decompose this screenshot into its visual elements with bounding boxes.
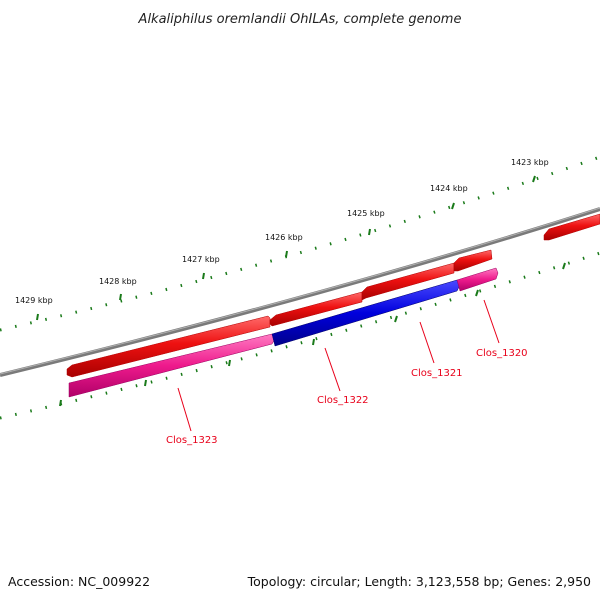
tick-label-1426: 1426 kbp xyxy=(265,233,303,242)
accession-label: Accession: NC_009922 xyxy=(8,574,151,589)
inner-tick xyxy=(475,289,479,297)
tick-label-1428: 1428 kbp xyxy=(99,277,137,286)
genome-backbone xyxy=(0,207,600,377)
callout-Clos_1321 xyxy=(419,321,435,364)
gene-Clos_1323 xyxy=(68,333,276,398)
callout-Clos_1322 xyxy=(324,347,341,392)
tick-label-1424: 1424 kbp xyxy=(430,184,468,193)
gene-callouts xyxy=(177,299,500,432)
tick-label-1429: 1429 kbp xyxy=(15,296,53,305)
tick-1428 xyxy=(119,293,122,301)
forward-gene-2 xyxy=(269,291,363,327)
gene-Clos_1322-1321 xyxy=(271,279,461,347)
reverse-strand-genes xyxy=(68,267,499,398)
forward-gene-4 xyxy=(453,249,493,272)
tick-1424 xyxy=(451,202,455,210)
tick-1425 xyxy=(368,228,371,236)
inner-tick xyxy=(228,359,231,367)
tick-label-1423: 1423 kbp xyxy=(511,158,549,167)
tick-1427 xyxy=(202,272,205,280)
gene-Clos_1320 xyxy=(456,267,499,292)
genome-summary: Topology: circular; Length: 3,123,558 bp… xyxy=(247,574,591,589)
tick-1423 xyxy=(532,175,536,183)
inner-major-ticks xyxy=(59,262,566,407)
inner-tick xyxy=(312,338,315,346)
inner-tick xyxy=(59,399,62,407)
tick-1429 xyxy=(36,313,39,321)
tick-label-1427: 1427 kbp xyxy=(182,255,220,264)
tick-label-1425: 1425 kbp xyxy=(347,209,385,218)
gene-label-Clos_1323: Clos_1323 xyxy=(166,435,218,446)
callout-Clos_1323 xyxy=(177,387,192,432)
gene-label-Clos_1322: Clos_1322 xyxy=(317,395,369,406)
outer-tick-ring xyxy=(0,155,600,332)
callout-Clos_1320 xyxy=(483,299,500,344)
backbone-highlight xyxy=(0,207,600,375)
forward-strand-genes xyxy=(66,213,600,378)
tick-1426 xyxy=(285,250,288,258)
gene-label-Clos_1320: Clos_1320 xyxy=(476,348,528,359)
gene-label-Clos_1321: Clos_1321 xyxy=(411,368,463,379)
major-ticks xyxy=(36,175,536,321)
inner-tick xyxy=(394,315,398,323)
forward-gene-5 xyxy=(543,213,600,241)
forward-gene-3 xyxy=(361,262,455,301)
map-title: Alkaliphilus oremlandii OhILAs, complete… xyxy=(138,12,462,27)
inner-tick xyxy=(562,262,566,270)
inner-tick xyxy=(144,379,147,387)
